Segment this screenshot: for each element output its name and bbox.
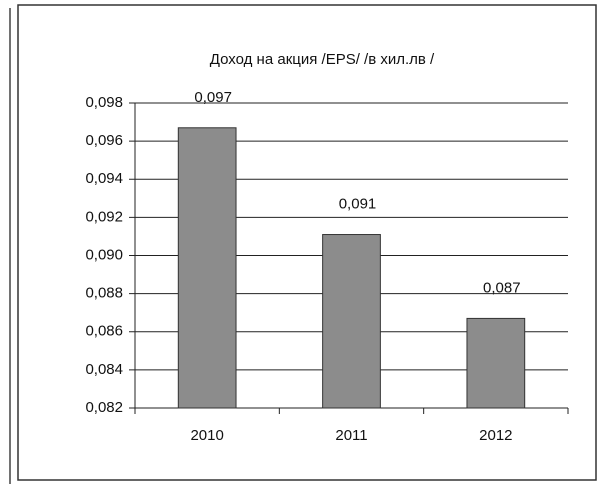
y-tick-label: 0,090 [85,246,123,263]
y-tick-label: 0,098 [85,94,123,111]
bar [322,234,381,409]
x-tick-label: 2011 [335,427,367,444]
y-tick-label: 0,082 [85,399,123,416]
data-label: 0,091 [339,196,377,213]
bar [466,317,526,409]
y-tick-label: 0,094 [85,170,123,187]
data-label: 0,097 [194,89,232,106]
y-tick-label: 0,088 [85,285,123,302]
bar [177,127,237,409]
x-tick-label: 2012 [479,427,512,444]
chart-title: Доход на акция /EPS/ /в хил.лв / [210,51,435,68]
y-tick-label: 0,092 [85,208,123,225]
x-tick-label: 2010 [190,427,223,444]
y-tick-label: 0,086 [85,323,123,340]
data-label: 0,087 [483,279,521,296]
y-tick-label: 0,084 [85,361,123,378]
y-tick-label: 0,096 [85,132,123,149]
